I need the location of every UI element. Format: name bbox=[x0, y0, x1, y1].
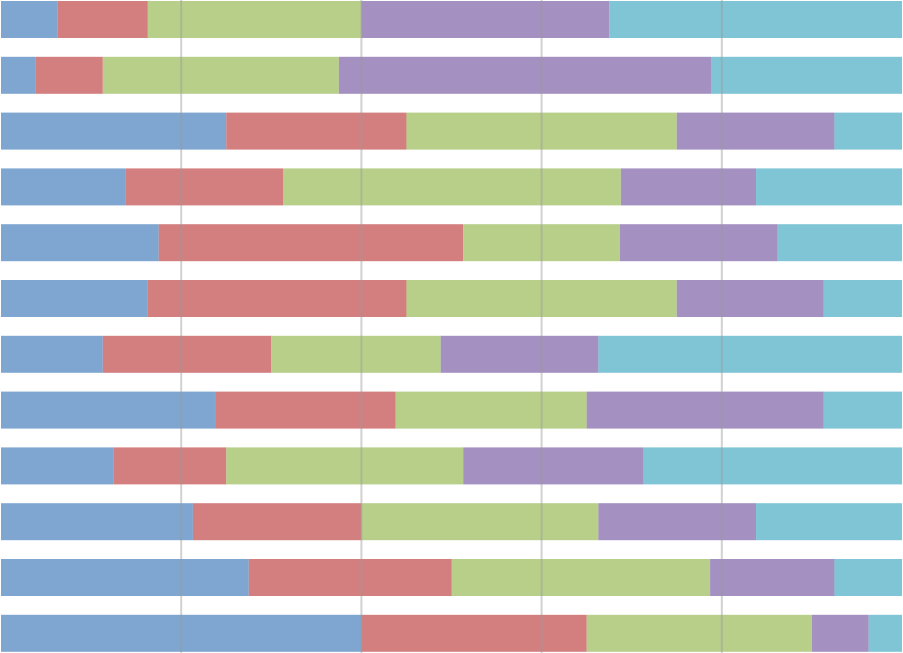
bar-segment-row-1-series-5 bbox=[609, 1, 902, 38]
bar-segment-row-1-series-3 bbox=[147, 1, 362, 38]
bar-segment-row-12-series-2 bbox=[361, 614, 587, 652]
bar-segment-row-7-series-5 bbox=[598, 335, 902, 373]
bar-segment-row-10-series-2 bbox=[192, 503, 362, 541]
bar-segment-row-10-series-3 bbox=[361, 503, 599, 541]
bar-segment-row-6-series-2 bbox=[147, 280, 407, 317]
bar-segment-row-5-series-4 bbox=[619, 224, 778, 262]
bar-segment-row-5-series-1 bbox=[1, 224, 159, 262]
bar-segment-row-3-series-3 bbox=[406, 112, 677, 150]
bar-segment-row-9-series-2 bbox=[113, 447, 227, 485]
bar-segment-row-11-series-1 bbox=[1, 559, 249, 596]
bar-segment-row-1-series-2 bbox=[57, 1, 148, 38]
bar-segment-row-8-series-4 bbox=[586, 391, 824, 429]
bar-segment-row-4-series-3 bbox=[283, 168, 621, 206]
bar-segment-row-2-series-1 bbox=[1, 56, 36, 94]
bar-segment-row-2-series-3 bbox=[102, 56, 339, 94]
bar-segment-row-7-series-4 bbox=[440, 335, 599, 373]
bar-segment-row-12-series-1 bbox=[1, 614, 362, 652]
bar-segment-row-2-series-2 bbox=[35, 56, 103, 94]
bar-segment-row-11-series-5 bbox=[834, 559, 903, 596]
bar-segment-row-12-series-5 bbox=[868, 614, 902, 652]
bar-segment-row-3-series-5 bbox=[834, 112, 903, 150]
bar-segment-row-7-series-2 bbox=[102, 335, 272, 373]
bar-segment-row-10-series-5 bbox=[756, 503, 902, 541]
bar-segment-row-4-series-1 bbox=[1, 168, 126, 206]
bar-segment-row-9-series-3 bbox=[226, 447, 464, 485]
bar-segment-row-10-series-1 bbox=[1, 503, 193, 541]
bar-segment-row-4-series-4 bbox=[620, 168, 757, 206]
bar-segment-row-12-series-4 bbox=[811, 614, 869, 652]
bar-segment-row-4-series-2 bbox=[125, 168, 284, 206]
bar-segment-row-6-series-4 bbox=[676, 280, 824, 317]
bar-segment-row-11-series-2 bbox=[248, 559, 452, 596]
bar-segment-row-7-series-1 bbox=[1, 335, 103, 373]
bar-segment-row-1-series-1 bbox=[1, 1, 58, 38]
bar-segment-row-9-series-4 bbox=[463, 447, 644, 485]
bar-segment-row-8-series-1 bbox=[1, 391, 216, 429]
bar-segment-row-5-series-5 bbox=[777, 224, 902, 262]
bar-segment-row-6-series-3 bbox=[406, 280, 677, 317]
bar-segment-row-3-series-2 bbox=[226, 112, 407, 150]
bar-segment-row-5-series-3 bbox=[463, 224, 620, 262]
bar-segment-row-2-series-4 bbox=[338, 56, 711, 94]
bar-segment-row-9-series-1 bbox=[1, 447, 114, 485]
bar-segment-row-2-series-5 bbox=[710, 56, 902, 94]
bar-segment-row-5-series-2 bbox=[158, 224, 464, 262]
bar-segment-row-8-series-3 bbox=[395, 391, 587, 429]
bar-segment-row-10-series-4 bbox=[598, 503, 757, 541]
bar-segment-row-8-series-2 bbox=[215, 391, 396, 429]
bar-segment-row-11-series-4 bbox=[710, 559, 835, 596]
bar-segment-row-4-series-5 bbox=[756, 168, 902, 206]
bar-segment-row-8-series-5 bbox=[823, 391, 902, 429]
bar-segment-row-11-series-3 bbox=[451, 559, 711, 596]
bar-segment-row-3-series-1 bbox=[1, 112, 227, 150]
bar-segment-row-9-series-5 bbox=[643, 447, 902, 485]
bar-segment-row-3-series-4 bbox=[676, 112, 835, 150]
bar-segment-row-6-series-1 bbox=[1, 280, 148, 317]
bar-segment-row-7-series-3 bbox=[271, 335, 441, 373]
grid-layer bbox=[180, 0, 723, 653]
bar-segment-row-6-series-5 bbox=[823, 280, 902, 317]
bar-segment-row-12-series-3 bbox=[586, 614, 812, 652]
bar-segment-row-1-series-4 bbox=[361, 1, 610, 38]
